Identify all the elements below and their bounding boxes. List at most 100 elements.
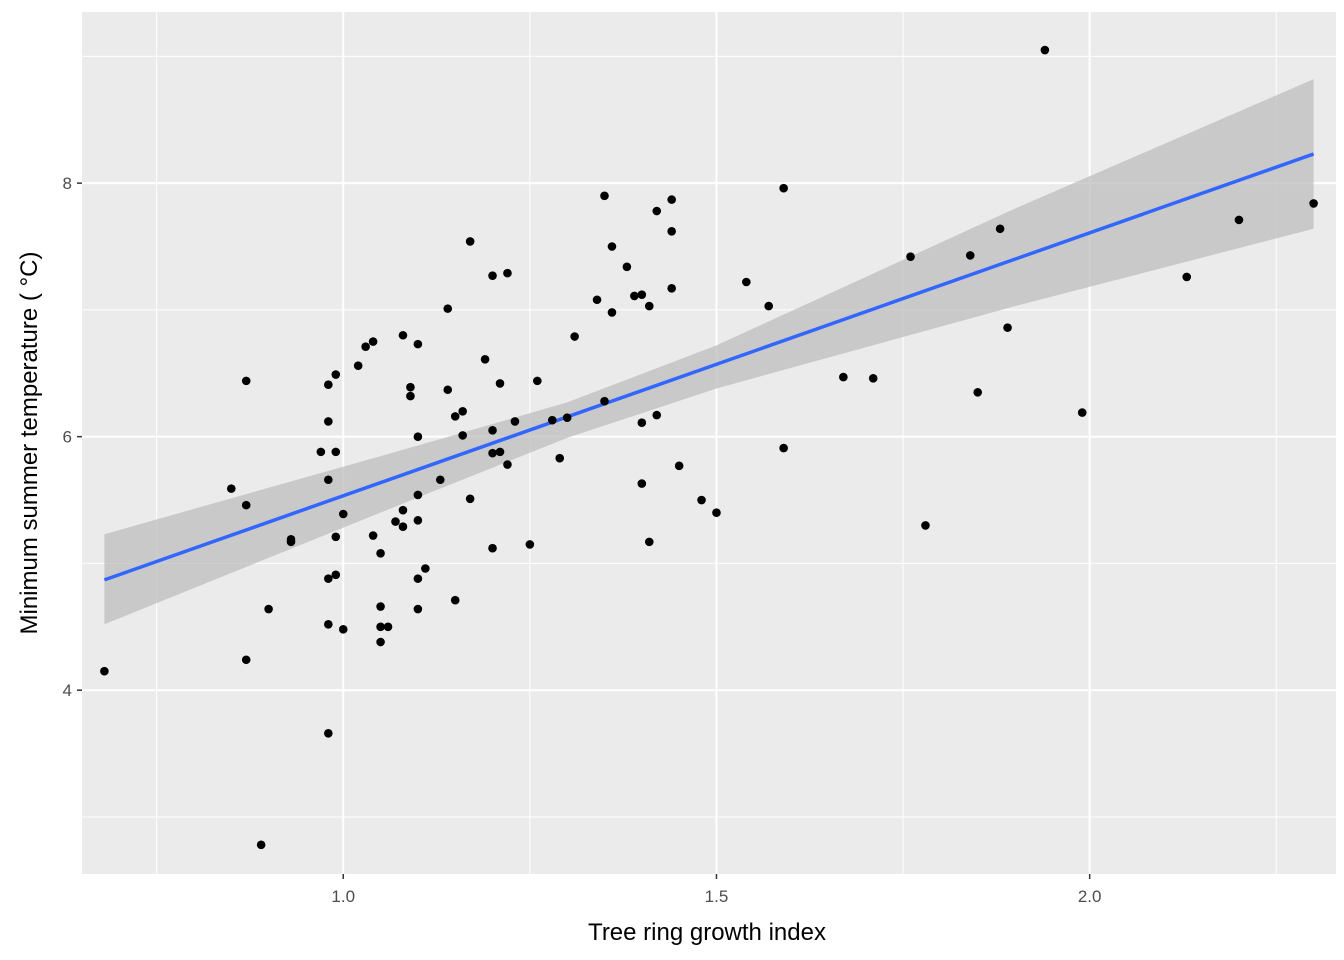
data-point bbox=[868, 374, 878, 383]
data-point bbox=[226, 484, 236, 493]
data-point bbox=[779, 443, 788, 453]
data-point bbox=[965, 251, 975, 260]
data-point bbox=[644, 537, 654, 547]
data-point bbox=[488, 426, 497, 435]
data-point bbox=[630, 291, 639, 301]
data-point bbox=[600, 396, 609, 406]
fit-line-layer bbox=[103, 152, 1315, 582]
data-point bbox=[637, 418, 647, 428]
data-point bbox=[241, 376, 251, 386]
data-point bbox=[764, 301, 774, 311]
data-point bbox=[324, 380, 333, 389]
data-point bbox=[413, 516, 423, 525]
data-point bbox=[555, 453, 565, 463]
data-point bbox=[353, 361, 363, 370]
plot-panel bbox=[82, 12, 1336, 874]
y-tick-label: 4 bbox=[63, 681, 72, 700]
data-point bbox=[562, 413, 572, 422]
data-point bbox=[383, 622, 393, 632]
data-point bbox=[413, 432, 423, 441]
data-point bbox=[607, 242, 617, 251]
data-point bbox=[376, 548, 385, 558]
data-point bbox=[667, 195, 676, 204]
data-point bbox=[779, 183, 788, 193]
y-axis-title: Minimum summer temperature ( °C) bbox=[16, 252, 43, 635]
data-point bbox=[376, 602, 385, 611]
data-point bbox=[406, 382, 415, 392]
confidence-band-layer bbox=[104, 79, 1314, 625]
data-point bbox=[331, 532, 341, 542]
data-point bbox=[1077, 408, 1087, 417]
data-point bbox=[667, 227, 676, 236]
data-point bbox=[338, 509, 348, 519]
data-point bbox=[906, 252, 915, 261]
data-point bbox=[533, 376, 542, 386]
points-layer bbox=[100, 45, 1318, 850]
x-tick-label: 1.0 bbox=[331, 887, 355, 906]
data-point bbox=[503, 268, 512, 278]
data-point bbox=[421, 564, 430, 573]
data-point bbox=[324, 417, 333, 426]
data-point bbox=[241, 655, 251, 665]
data-point bbox=[503, 460, 512, 469]
data-point bbox=[995, 224, 1005, 234]
x-tick-label: 1.5 bbox=[705, 887, 729, 906]
data-point bbox=[241, 500, 251, 510]
x-tick-label: 2.0 bbox=[1078, 887, 1102, 906]
data-point bbox=[510, 417, 520, 426]
data-point bbox=[652, 410, 662, 420]
data-point bbox=[316, 447, 326, 457]
data-point bbox=[368, 337, 378, 346]
data-point bbox=[644, 301, 654, 311]
data-point bbox=[465, 494, 475, 504]
data-point bbox=[413, 490, 423, 500]
data-point bbox=[1182, 272, 1192, 282]
data-point bbox=[600, 191, 609, 201]
data-point bbox=[667, 284, 676, 293]
data-point bbox=[547, 415, 557, 425]
data-point bbox=[607, 308, 617, 317]
data-point bbox=[480, 355, 490, 364]
data-point bbox=[376, 622, 385, 632]
data-point bbox=[443, 385, 453, 395]
data-point bbox=[324, 728, 333, 738]
data-point bbox=[973, 387, 983, 397]
regression-line bbox=[103, 152, 1315, 582]
data-point bbox=[286, 535, 296, 544]
data-point bbox=[525, 540, 535, 549]
data-point bbox=[361, 342, 370, 351]
data-point bbox=[256, 840, 266, 850]
data-point bbox=[398, 330, 408, 340]
data-point bbox=[413, 574, 423, 583]
data-point bbox=[413, 339, 423, 349]
data-point bbox=[495, 379, 505, 388]
confidence-band bbox=[104, 79, 1314, 625]
data-point bbox=[406, 391, 415, 401]
data-point bbox=[712, 508, 721, 518]
data-point bbox=[450, 595, 460, 605]
y-tick-label: 8 bbox=[63, 174, 72, 193]
data-point bbox=[570, 332, 579, 341]
axis-ticks: 1.0 1.5 2.0 4 6 8 bbox=[63, 174, 1102, 906]
data-point bbox=[1003, 323, 1012, 332]
data-point bbox=[413, 604, 423, 614]
data-point bbox=[1040, 45, 1050, 55]
data-point bbox=[488, 543, 497, 553]
data-point bbox=[742, 277, 751, 287]
data-point bbox=[652, 206, 662, 216]
data-point bbox=[592, 295, 602, 305]
data-point bbox=[1234, 215, 1244, 225]
data-point bbox=[324, 574, 333, 583]
data-point bbox=[465, 237, 475, 246]
data-point bbox=[458, 431, 467, 440]
data-point bbox=[697, 495, 706, 505]
data-point bbox=[488, 448, 497, 458]
data-point bbox=[495, 447, 505, 457]
data-point bbox=[637, 290, 647, 299]
data-point bbox=[368, 531, 378, 540]
data-point bbox=[921, 521, 930, 530]
data-point bbox=[391, 517, 400, 526]
data-point bbox=[324, 619, 333, 629]
data-point bbox=[637, 479, 647, 488]
